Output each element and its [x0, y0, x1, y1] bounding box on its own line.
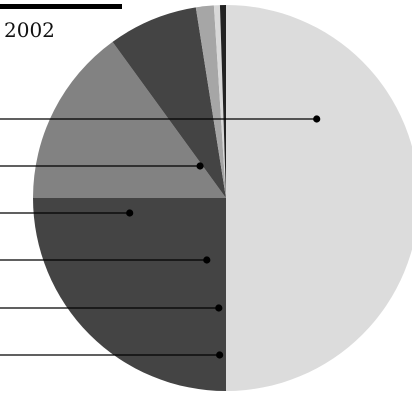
pie-slice — [33, 198, 226, 391]
pie-slice — [226, 5, 412, 391]
leader-dot — [203, 256, 211, 264]
pie-slice — [219, 5, 226, 198]
pie-slice — [33, 41, 226, 198]
title-rule — [0, 4, 122, 9]
pie-slices — [33, 5, 412, 391]
chart-title: 2002 — [4, 18, 55, 42]
leader-dot — [196, 162, 204, 170]
pie-slice — [195, 5, 226, 198]
leader-lines — [0, 115, 321, 359]
leader-dot — [313, 115, 321, 123]
pie-slice — [213, 5, 226, 198]
chart-title-group: 2002 — [0, 4, 122, 42]
leader-dot — [126, 209, 134, 217]
leader-dot — [216, 351, 224, 359]
pie-slice — [112, 7, 226, 198]
leader-dot — [215, 304, 223, 312]
